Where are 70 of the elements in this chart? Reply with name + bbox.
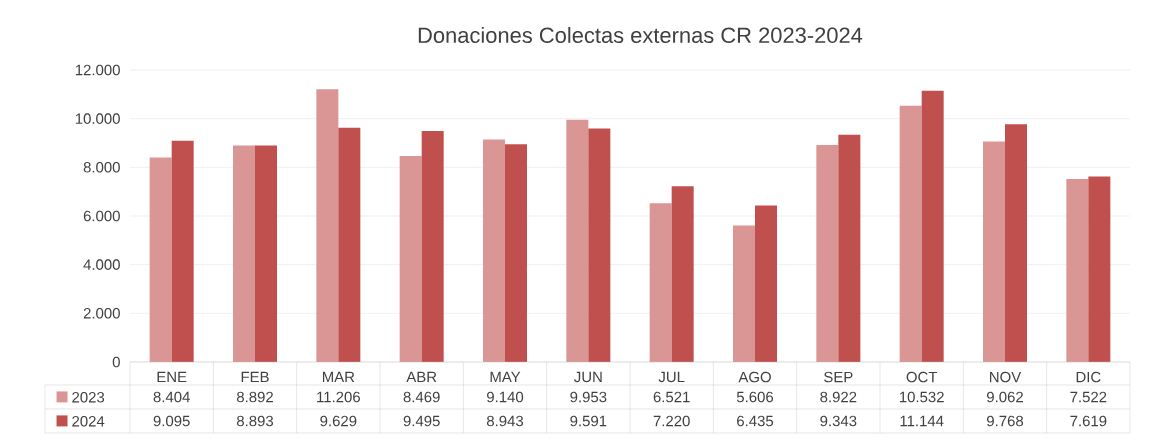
bar [1005,124,1028,362]
bar [316,89,339,362]
data-label: 9.953 [570,391,607,403]
data-label: 9.768 [987,415,1024,427]
data-label: 9.591 [570,415,607,427]
data-label: 8.469 [403,391,440,403]
data-label: 10.532 [899,391,944,403]
bar [671,186,694,362]
x-tick-label: ABR [406,371,437,383]
data-label: 8.943 [486,415,524,427]
bar [733,225,756,362]
bar [649,203,672,362]
x-tick-label: OCT [906,371,938,383]
data-label: 9.095 [153,415,190,427]
bar [566,119,589,362]
bar [983,141,1006,362]
data-label: 9.495 [403,415,440,427]
bar [233,145,256,362]
data-label: 7.220 [653,415,690,427]
bar [505,144,528,362]
data-label: 9.343 [820,415,857,427]
x-tick-label: DIC [1076,371,1101,383]
y-tick-label: 4.000 [83,259,120,270]
bar [838,134,861,362]
x-tick-label: MAR [322,371,355,383]
legend-label: 2024 [72,415,105,427]
data-label: 11.206 [317,391,360,403]
bar [171,140,194,362]
data-label: 6.521 [653,391,690,403]
data-label: 7.522 [1070,391,1107,403]
bar [421,130,444,362]
y-tick-label: 10.000 [75,113,120,124]
bar [255,145,278,362]
data-label: 8.892 [236,391,273,403]
bar [338,127,361,362]
y-tick-label: 12.000 [75,64,120,76]
bar [1088,176,1111,362]
y-tick-label: 0 [112,356,120,368]
data-label: 11.144 [900,415,944,427]
bar [588,128,611,362]
bar [483,139,506,362]
chart-title: Donaciones Colectas externas CR 2023-2024 [418,26,863,44]
x-tick-label: JUL [658,371,685,383]
y-tick-label: 6.000 [83,210,120,222]
x-tick-label: FEB [241,371,269,383]
bar [816,144,839,362]
bar [1066,178,1089,362]
bar [921,90,944,362]
y-tick-label: 2.000 [83,308,120,319]
data-label: 7.619 [1070,415,1107,427]
bar [149,157,172,362]
x-tick-label: NOV [990,371,1022,383]
x-tick-label: MAY [490,371,521,383]
y-tick-label: 8.000 [83,162,120,173]
bar [755,205,778,362]
data-label: 9.629 [320,415,357,427]
data-label: 5.606 [736,391,774,403]
data-label: 9.062 [987,391,1023,403]
data-label: 8.404 [153,391,190,403]
bar [899,105,922,362]
data-label: 6.435 [737,415,774,427]
bar [399,155,422,362]
legend-label: 2023 [72,391,105,403]
data-label: 8.893 [236,415,274,427]
x-tick-label: AGO [738,371,771,383]
x-tick-label: JUN [574,371,602,383]
data-label: 9.140 [487,391,524,403]
x-tick-label: SEP [824,371,853,383]
x-tick-label: ENE [157,371,187,383]
data-label: 8.922 [820,391,857,403]
